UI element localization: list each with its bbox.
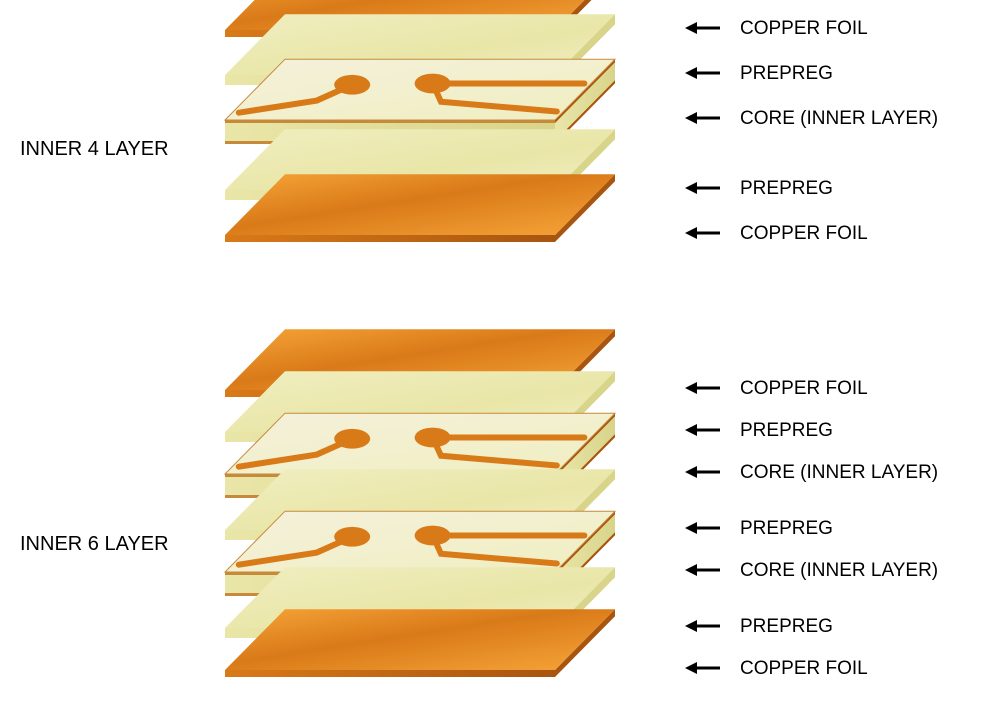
- label-1-1: PREPREG: [685, 420, 833, 441]
- label-0-1: PREPREG: [685, 63, 833, 84]
- layer-label: PREPREG: [740, 63, 833, 84]
- layer-label: COPPER FOIL: [740, 378, 868, 399]
- layer-label: CORE (INNER LAYER): [740, 462, 938, 483]
- label-0-3: PREPREG: [685, 178, 833, 199]
- layer-label: COPPER FOIL: [740, 18, 868, 39]
- copper-foil-layer: [225, 609, 615, 677]
- label-0-2: CORE (INNER LAYER): [685, 108, 938, 129]
- layer-label: CORE (INNER LAYER): [740, 560, 938, 581]
- copper-foil-layer: [225, 174, 615, 242]
- label-1-3: PREPREG: [685, 518, 833, 539]
- layer-label: COPPER FOIL: [740, 223, 868, 244]
- label-1-6: COPPER FOIL: [685, 658, 868, 679]
- layer-label: COPPER FOIL: [740, 658, 868, 679]
- label-0-0: COPPER FOIL: [685, 18, 868, 39]
- layer-label: PREPREG: [740, 518, 833, 539]
- layer-label: PREPREG: [740, 616, 833, 637]
- label-1-2: CORE (INNER LAYER): [685, 462, 938, 483]
- layer-label: CORE (INNER LAYER): [740, 108, 938, 129]
- label-1-0: COPPER FOIL: [685, 378, 868, 399]
- section-title: INNER 4 LAYER: [20, 138, 169, 160]
- label-1-4: CORE (INNER LAYER): [685, 560, 938, 581]
- label-0-4: COPPER FOIL: [685, 223, 868, 244]
- pcb-stackup-diagram: INNER 4 LAYER COPPER FOIL PREPREG CORE (INN…: [0, 0, 1000, 711]
- label-1-5: PREPREG: [685, 616, 833, 637]
- layer-label: PREPREG: [740, 420, 833, 441]
- section-title: INNER 6 LAYER: [20, 533, 169, 555]
- layer-label: PREPREG: [740, 178, 833, 199]
